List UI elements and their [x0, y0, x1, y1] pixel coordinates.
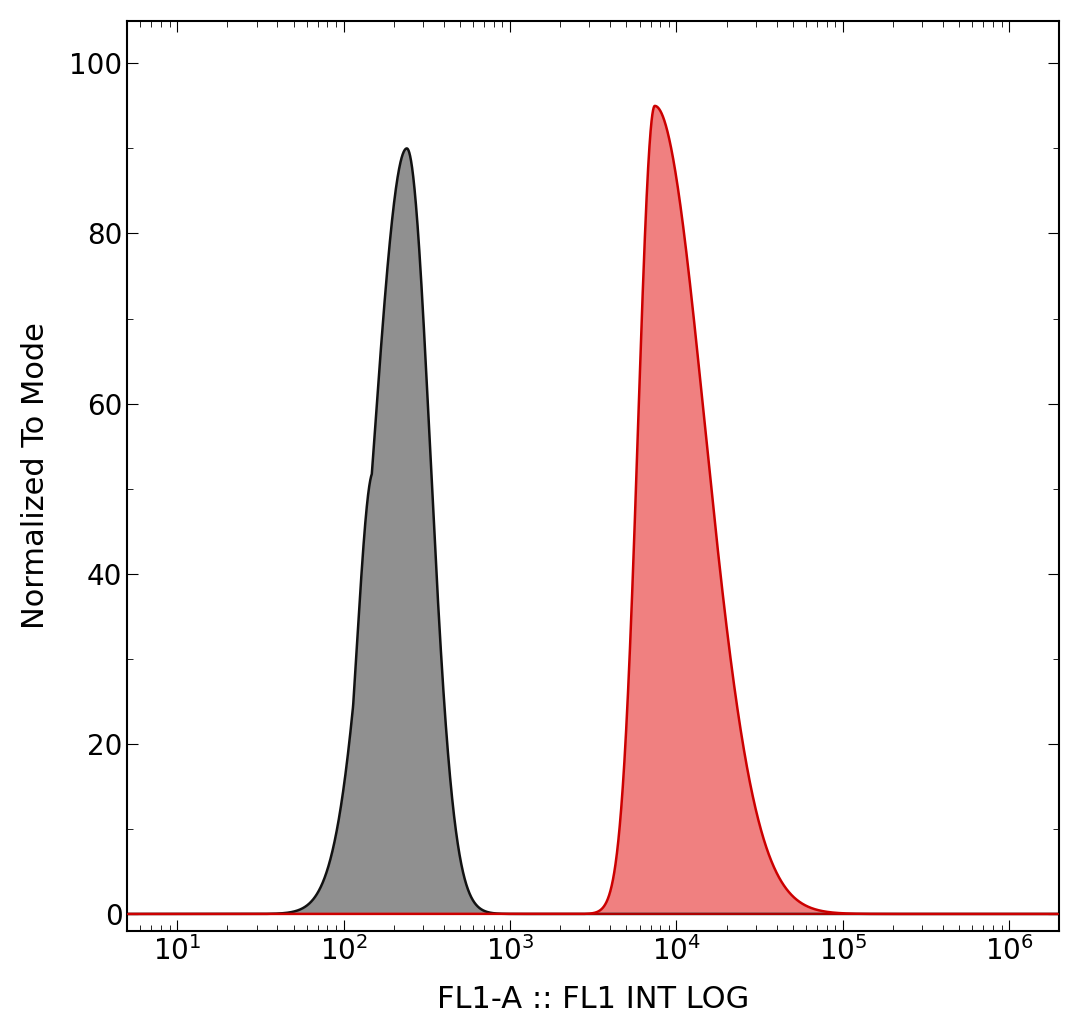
Y-axis label: Normalized To Mode: Normalized To Mode: [21, 323, 50, 629]
X-axis label: FL1-A :: FL1 INT LOG: FL1-A :: FL1 INT LOG: [437, 985, 750, 1014]
